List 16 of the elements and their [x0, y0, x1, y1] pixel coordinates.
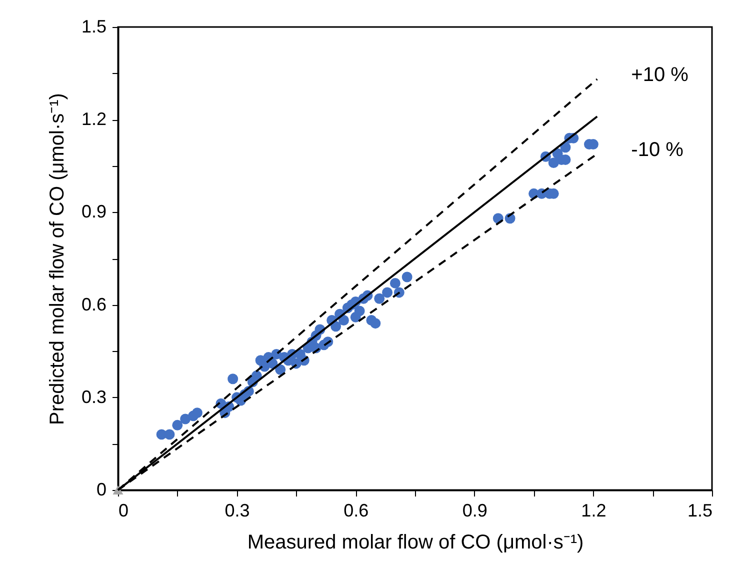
x-tick-label: 0.9 [462, 500, 488, 520]
x-tick-label: 1.5 [687, 500, 712, 520]
x-tick-label: 0 [118, 500, 129, 520]
y-axis-title: Predicted molar flow of CO (μmol·s⁻¹) [46, 93, 68, 425]
x-tick-label: 0.6 [344, 500, 369, 520]
y-tick-label: 0.3 [81, 386, 106, 407]
y-tick-label: 0.6 [81, 294, 106, 314]
y-tick-label: 1.2 [81, 109, 106, 130]
y-tick-label: 0.9 [81, 202, 106, 222]
annotation: +10 % [631, 64, 689, 86]
annotation: -10 % [631, 138, 684, 161]
x-tick-label: 1.2 [581, 500, 606, 520]
x-tick-label: 0.3 [224, 500, 250, 520]
y-tick-label: 0 [96, 480, 106, 500]
x-axis-title: Measured molar flow of CO (μmol·s⁻¹) [247, 532, 584, 554]
y-tick-label: 1.5 [81, 16, 106, 36]
